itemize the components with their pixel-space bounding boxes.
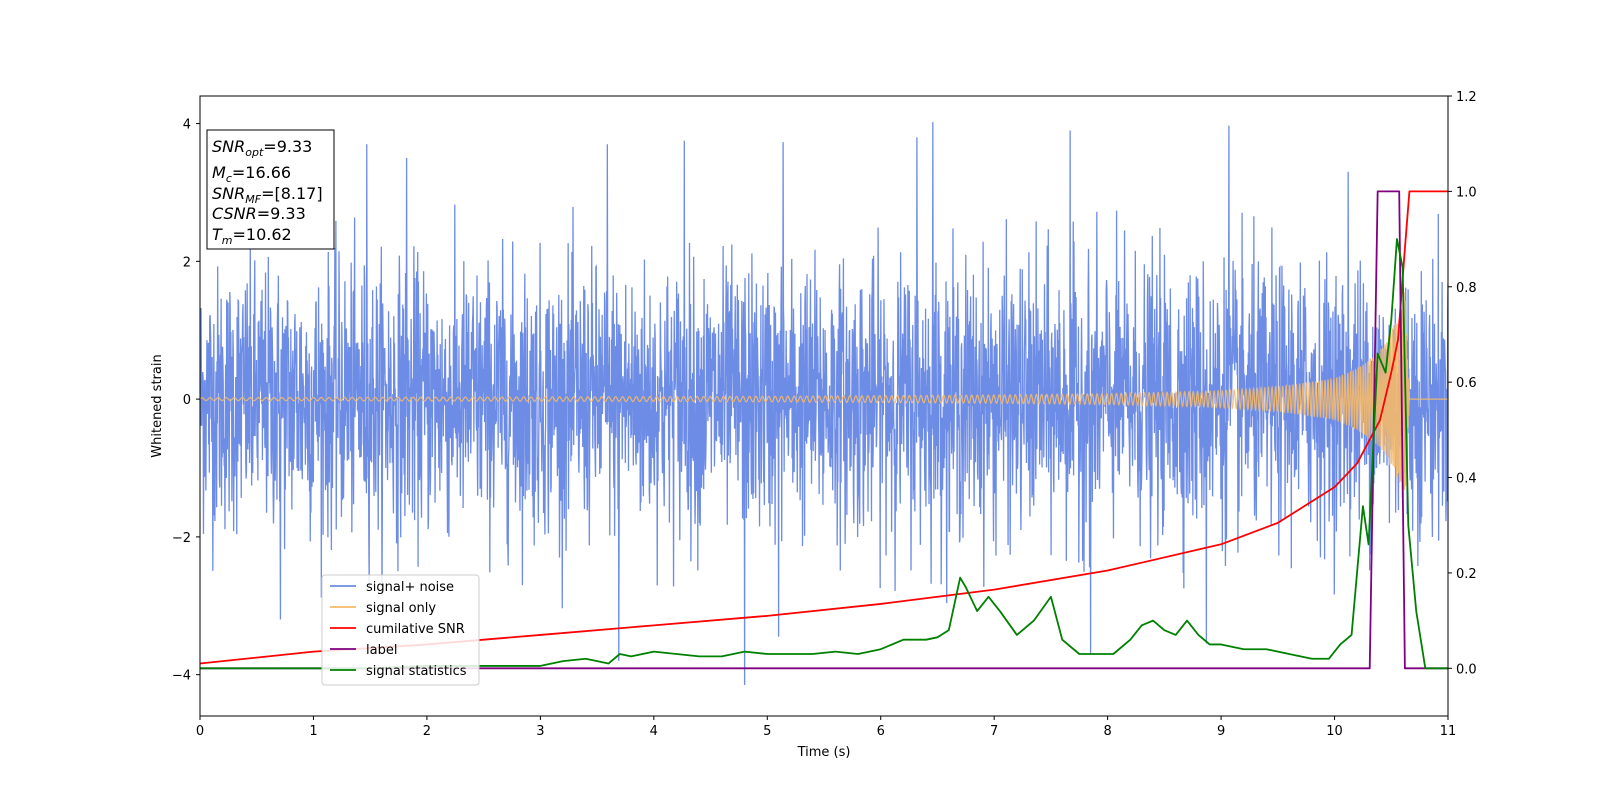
y-left-tick-label: 0 [183, 393, 191, 408]
x-tick-label: 10 [1326, 724, 1343, 739]
annotation-line: CSNR=9.33 [212, 204, 306, 223]
x-tick-label: 0 [196, 724, 204, 739]
y-left-tick-label: −2 [172, 531, 191, 546]
x-tick-label: 8 [1103, 724, 1111, 739]
x-tick-label: 3 [536, 724, 544, 739]
annotation-line: SNRopt=9.33 [212, 137, 312, 159]
legend-label: signal only [366, 601, 436, 616]
y-right-tick-label: 1.0 [1456, 185, 1477, 200]
y-right-tick-label: 0.8 [1456, 281, 1477, 296]
x-tick-label: 2 [423, 724, 431, 739]
y-right-tick-label: 0.0 [1456, 662, 1477, 677]
series-signal-statistics [200, 238, 1448, 670]
y-right-tick-label: 0.2 [1456, 567, 1477, 582]
legend-frame [321, 574, 480, 686]
x-tick-label: 7 [990, 724, 998, 739]
series-label [200, 190, 1448, 670]
legend-label: signal+ noise [366, 580, 454, 595]
x-tick-label: 1 [309, 724, 317, 739]
annotation-line: SNRMF=[8.17] [212, 184, 323, 206]
y-left-tick-label: 4 [183, 118, 191, 133]
legend-label: signal statistics [366, 664, 467, 679]
axes-layer: 0 1 2 3 4 5 6 7 8 9 10 11 −4 −2 0 2 4 0.0 0.2 0.4 0.6 0.8 1.0 1… [172, 90, 1477, 739]
plot-frame [199, 95, 1449, 717]
y-left-tick-label: 2 [183, 255, 191, 270]
y-right-tick-label: 0.6 [1456, 376, 1477, 391]
legend-label: label [366, 643, 397, 658]
x-axis-label: Time (s) [797, 745, 851, 760]
x-tick-label: 5 [763, 724, 771, 739]
annotation-line: Tm=10.62 [212, 225, 292, 247]
y-right-tick-label: 0.4 [1456, 472, 1477, 487]
series-signal-noise [200, 122, 1448, 686]
x-tick-label: 9 [1217, 724, 1225, 739]
series-signal-only [200, 292, 1448, 498]
series-cumulative-snr [200, 190, 1448, 665]
annotation-line: Mc=16.66 [212, 163, 291, 185]
legend-label: cumilative SNR [366, 622, 465, 637]
series-layer [200, 122, 1448, 686]
x-tick-label: 4 [650, 724, 658, 739]
annotation-box: SNRopt=9.33 Mc=16.66SNRMF=[8.17]CSNR=9.33… [206, 129, 335, 250]
y-axis-label: Whitened strain [150, 354, 165, 457]
y-left-tick-label: −4 [172, 669, 191, 684]
annotation-frame [206, 129, 335, 250]
x-tick-label: 11 [1440, 724, 1457, 739]
y-right-tick-label: 1.2 [1456, 90, 1477, 105]
x-tick-label: 6 [877, 724, 885, 739]
legend: signal+ noise signal only cumilative SNR la… [321, 574, 480, 686]
